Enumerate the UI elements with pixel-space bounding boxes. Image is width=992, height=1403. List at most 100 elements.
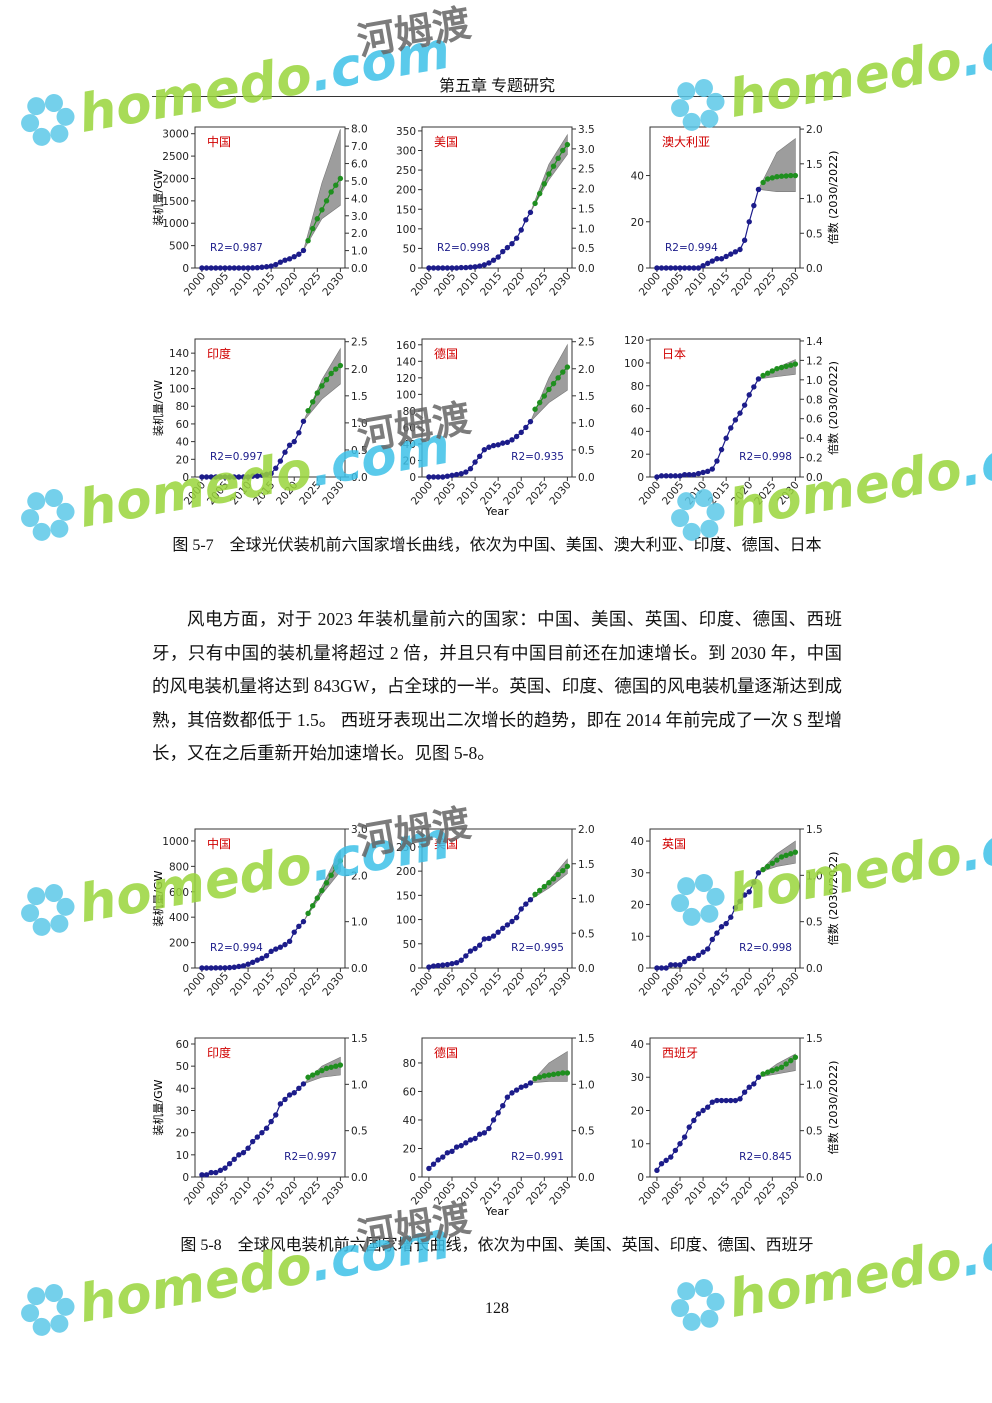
historical-point [476,263,483,269]
y-tick-label: 1500 [162,196,189,208]
plot-frame [421,338,573,478]
y-tick-label: 200 [396,185,416,197]
forecast-point [550,380,557,387]
x-tick-label: 2025 [524,479,550,507]
forecast-point [555,375,561,381]
forecast-point [309,1072,316,1078]
y-tick-label: 50 [176,1061,189,1073]
y-tick-label: 40 [403,439,416,451]
x-tick-label: 2025 [524,270,550,298]
forecast-point [337,858,344,864]
y-tick-label: 30 [631,1072,644,1084]
historical-point [677,962,683,968]
historical-point [458,957,464,963]
x-tick-label: 2030 [547,270,573,298]
x-tick-label: 2015 [478,970,504,998]
historical-point [254,1134,261,1140]
forecast-point [546,386,552,393]
y2-tick-label: 1.0 [351,1079,368,1091]
y2-tick-label: 1.0 [806,375,823,387]
x-tick-label: 2030 [547,1179,573,1207]
y2-tick-label: 2.5 [578,164,595,176]
historical-point [217,265,224,271]
panel-title: 印度 [207,346,231,361]
x-tick-label: 2010 [683,270,709,298]
historical-point [709,1099,716,1105]
y2-tick-label: 0.5 [578,1126,595,1138]
forecast-point [309,903,316,909]
y2-tick-label: 2.0 [578,824,595,836]
forecast-point [536,887,543,894]
forecast-point [555,871,561,878]
y2-tick-label: 0.8 [806,394,823,406]
historical-point [509,918,515,925]
historical-point [714,458,720,464]
historical-point [222,1165,228,1171]
x-tick-label: 2030 [547,970,573,998]
forecast-point [760,1071,766,1077]
forecast-point [546,171,552,177]
historical-point [654,1167,660,1174]
historical-point [213,265,219,271]
x-tick-label: 2010 [455,1179,481,1207]
historical-point [282,941,288,948]
historical-point [527,209,534,216]
y-tick-label: 80 [631,381,644,393]
historical-point [282,449,288,455]
historical-point [226,964,233,971]
historical-point [681,472,688,478]
y-tick-label: 50 [403,939,416,951]
historical-point [449,1148,455,1155]
historical-point [518,227,524,233]
historical-point [286,256,293,262]
forecast-point [555,155,561,162]
historical-point [728,1097,734,1104]
y2-tick-label: 1.5 [578,391,595,403]
historical-point [654,965,660,971]
historical-point [728,425,734,431]
forecast-point [760,866,766,873]
y-tick-label: 1000 [162,836,189,848]
historical-point [523,217,529,223]
y-tick-label: 60 [176,419,189,431]
historical-point [231,265,237,271]
x-tick-label: 2030 [320,479,346,507]
forecast-point [328,189,334,195]
x-tick-label: 2010 [228,479,254,507]
forecast-band [303,129,341,251]
forecast-point [788,1057,794,1064]
y-tick-label: 250 [396,842,416,854]
historical-point [728,251,734,257]
historical-point [213,474,219,480]
y-tick-label: 350 [396,126,416,138]
figure-caption: 图 5-8 全球风电装机前六国家增长曲线，依次为中国、美国、英国、印度、德国、西… [180,1237,814,1254]
forecast-point [314,1070,321,1076]
y-tick-label: 500 [169,241,189,253]
historical-point [259,264,265,270]
x-tick-label: 2025 [524,970,550,998]
historical-point [741,237,748,243]
historical-point [263,1125,270,1131]
historical-point [273,261,279,268]
historical-point [476,942,483,948]
x-tick-label: 2030 [320,270,346,298]
y2-tick-label: 0.0 [578,263,595,275]
panel-title: 日本 [662,347,686,361]
y2-tick-label: 0.0 [351,1172,368,1184]
y-tick-label: 0 [182,472,189,484]
historical-point [254,264,261,271]
plot-frame [421,828,573,969]
historical-point [746,889,752,895]
historical-point [746,392,752,398]
y-tick-label: 40 [631,426,644,438]
forecast-point [309,399,316,405]
forecast-point [333,366,339,372]
historical-point [291,1090,297,1096]
y2-tick-label: 1.0 [351,418,368,430]
y-tick-label: 0 [409,1172,416,1184]
historical-point [681,1134,688,1140]
x-tick-label: 2030 [320,1179,346,1207]
y2-tick-label: 2.0 [806,124,823,136]
historical-point [435,474,441,480]
historical-point [263,471,270,478]
